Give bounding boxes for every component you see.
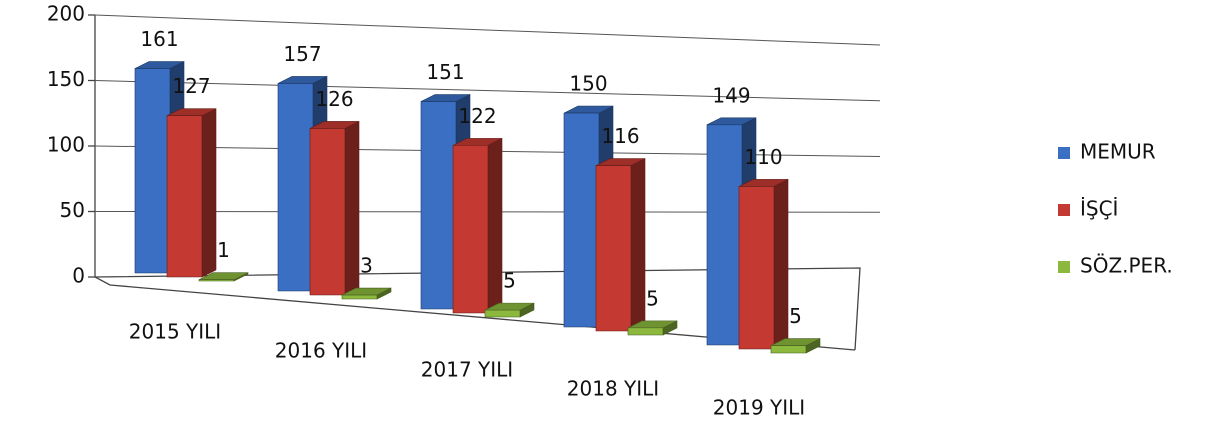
bar: [341, 287, 392, 300]
bar-front: [341, 294, 378, 300]
bar: [166, 108, 217, 278]
data-label: 127: [172, 74, 210, 98]
x-tick-label: 2015 YILI: [129, 320, 221, 344]
y-tick-label: 50: [60, 198, 85, 222]
bar: [595, 158, 646, 332]
y-tick-label: 100: [47, 133, 85, 157]
data-label: 5: [789, 304, 802, 328]
y-tick-label: 150: [47, 67, 85, 91]
data-label: 161: [140, 27, 178, 51]
legend-label: MEMUR: [1080, 140, 1156, 164]
bar-side: [630, 158, 646, 332]
data-label: 1: [217, 238, 230, 262]
x-tick-label: 2018 YILI: [567, 377, 659, 401]
x-tick-label: 2017 YILI: [421, 358, 513, 382]
bar-side: [344, 120, 360, 296]
bar-front: [452, 145, 489, 314]
data-label: 116: [601, 124, 639, 148]
legend-swatch: [1058, 147, 1070, 159]
legend-swatch: [1058, 204, 1070, 216]
bar-front: [420, 101, 457, 310]
data-label: 110: [744, 145, 782, 169]
x-tick-label: 2016 YILI: [275, 339, 367, 363]
legend-swatch: [1058, 261, 1070, 273]
bar-front: [198, 279, 235, 282]
data-label: 5: [503, 269, 516, 293]
data-label: 122: [458, 104, 496, 128]
x-tick-label: 2019 YILI: [713, 396, 805, 420]
data-label: 5: [646, 286, 659, 310]
data-label: 126: [315, 87, 353, 111]
legend-label: İŞÇİ: [1080, 197, 1118, 221]
y-tick-label: 200: [47, 2, 85, 26]
data-label: 149: [712, 83, 750, 107]
data-label: 151: [426, 60, 464, 84]
bar-side: [487, 137, 503, 314]
bar: [309, 120, 360, 296]
bar: [452, 137, 503, 314]
bar-front: [484, 309, 521, 318]
grid-line: [94, 14, 881, 46]
bar-front: [706, 124, 743, 346]
bar: [198, 272, 249, 282]
data-label: 3: [360, 254, 373, 278]
bar: [627, 320, 678, 336]
bar-front: [627, 327, 664, 336]
bar-front: [738, 186, 775, 350]
bar-front: [166, 115, 203, 278]
bar: [738, 178, 789, 350]
bar-front: [134, 68, 171, 274]
data-label: 150: [569, 72, 607, 96]
bar-front: [595, 165, 632, 332]
bar: [770, 338, 821, 354]
bar: [484, 302, 535, 318]
bar-front: [309, 128, 346, 296]
legend-label: SÖZ.PER.: [1080, 254, 1173, 278]
bar-side: [201, 108, 217, 278]
grid-line: [94, 80, 881, 102]
y-tick-label: 0: [72, 264, 85, 288]
data-label: 157: [283, 42, 321, 66]
bar-front: [770, 345, 807, 354]
bar-front: [563, 112, 600, 328]
bar-side: [773, 178, 789, 350]
bar-front: [277, 83, 314, 292]
